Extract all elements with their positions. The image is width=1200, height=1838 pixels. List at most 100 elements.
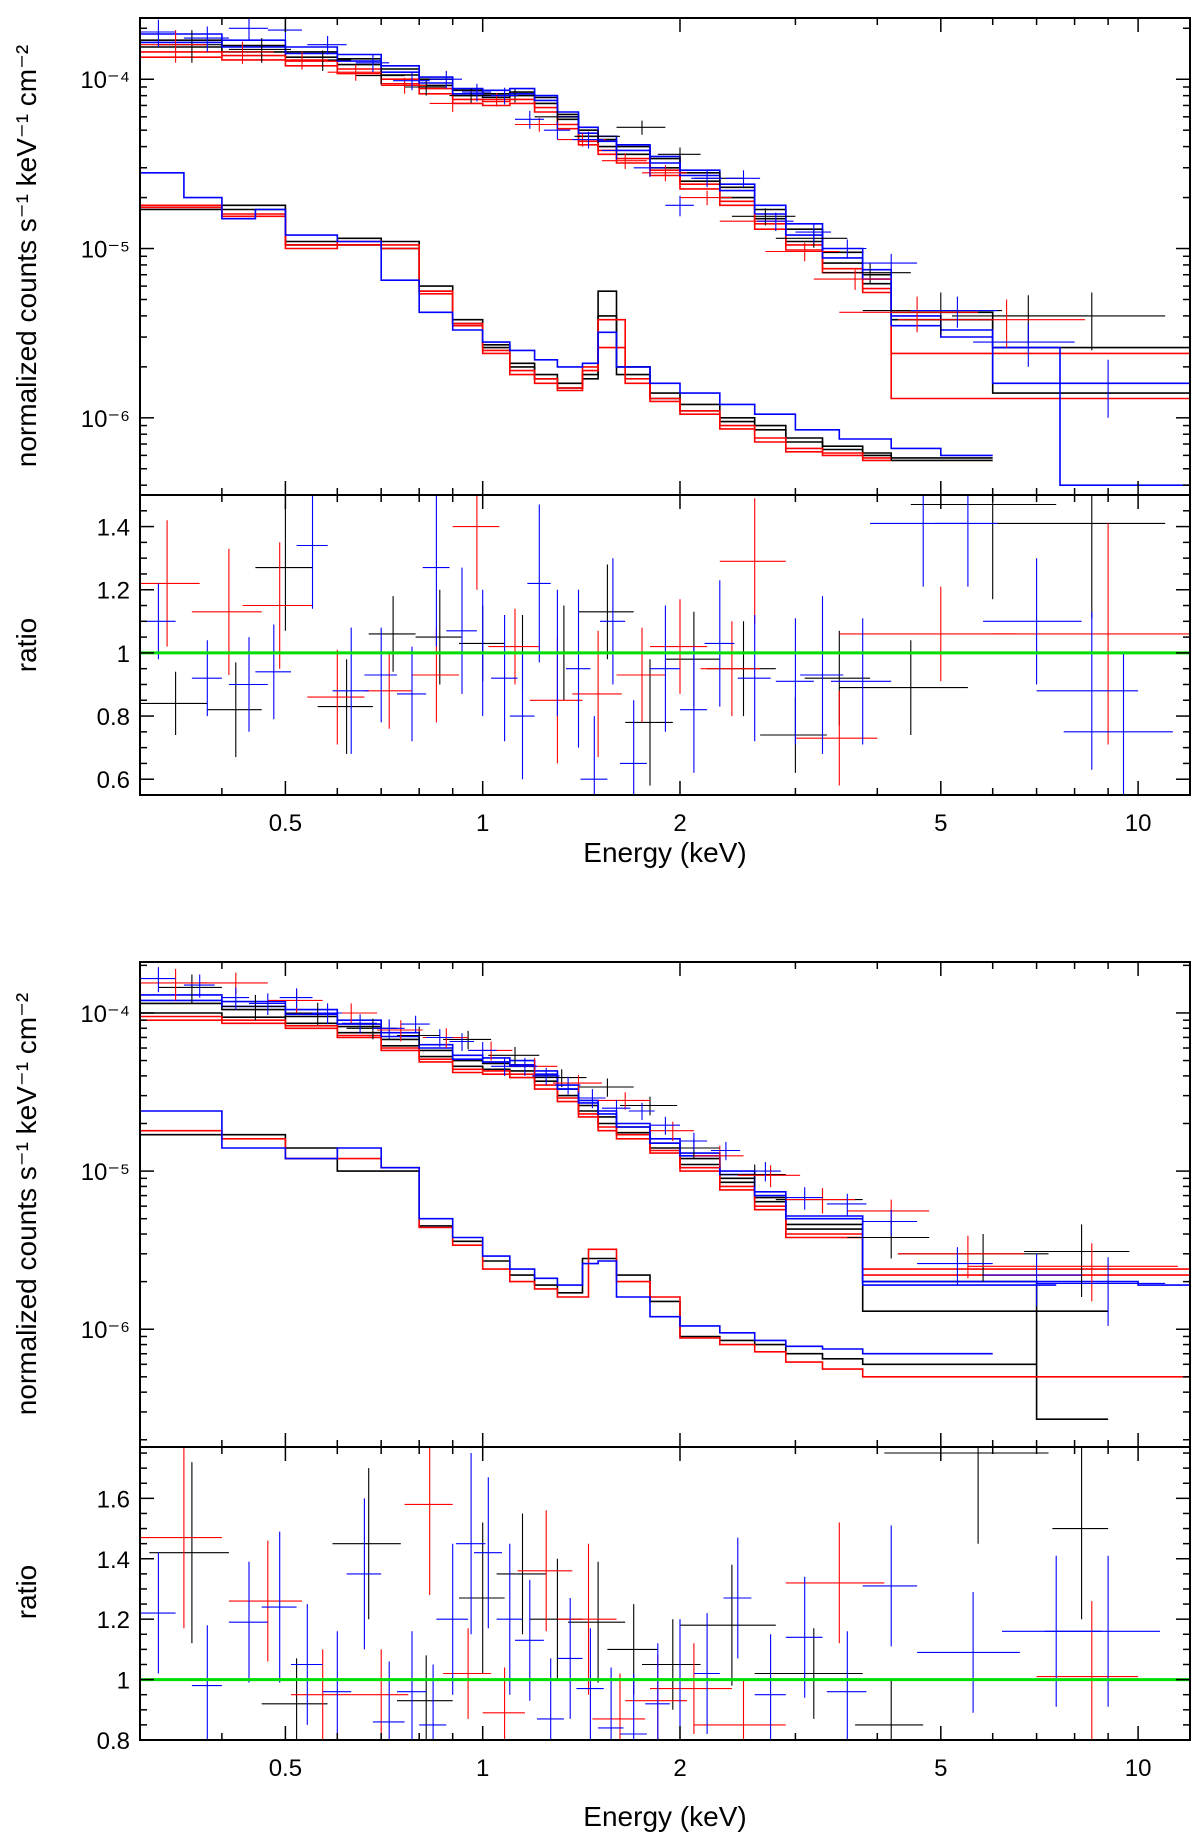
spectrum-y-tick-label: 10⁻⁶ bbox=[81, 1317, 130, 1344]
data-point bbox=[1036, 1257, 1166, 1326]
data-point bbox=[429, 70, 462, 89]
ratio-point bbox=[607, 1604, 658, 1695]
background-model-black-7 bbox=[140, 208, 993, 462]
top-panel: 0.5 1 2 5 10 Energy (keV) 10⁻⁶ 10⁻⁵ 10⁻⁴ normaliz… bbox=[11, 17, 1191, 868]
data-point bbox=[578, 1089, 606, 1109]
ratio-point bbox=[191, 548, 262, 675]
data-point bbox=[628, 1102, 655, 1121]
data-point bbox=[731, 208, 796, 226]
data-point bbox=[534, 1069, 587, 1087]
ratio-point bbox=[459, 1522, 505, 1674]
x-axis-ticks bbox=[139, 962, 1139, 1740]
ratio-point bbox=[517, 1510, 573, 1632]
data-point bbox=[665, 195, 694, 217]
ratio-point bbox=[255, 624, 291, 720]
ratio-point bbox=[455, 1453, 486, 1635]
spectrum-frame bbox=[139, 961, 1191, 1448]
spectrum-y-tick-label: 10⁻⁵ bbox=[81, 237, 130, 264]
data-point bbox=[785, 1187, 823, 1210]
data-points-blue bbox=[140, 18, 1166, 418]
x-tick-label: 1 bbox=[476, 810, 489, 837]
data-point bbox=[749, 1162, 781, 1182]
ratio-point bbox=[242, 542, 313, 669]
data-point bbox=[221, 994, 286, 1021]
ratio-point bbox=[620, 700, 647, 795]
ratio-point bbox=[693, 1613, 720, 1734]
bottom-panel: 0.5 1 2 5 10 Energy (keV) 10⁻⁶ 10⁻⁵ 10⁻⁴ normaliz… bbox=[11, 961, 1191, 1832]
data-point bbox=[691, 170, 723, 188]
ratio-point bbox=[459, 605, 505, 682]
ratio-point bbox=[754, 1634, 786, 1740]
data-point bbox=[468, 1042, 497, 1060]
x-tick-label: 5 bbox=[934, 1755, 947, 1782]
data-point bbox=[601, 1099, 631, 1118]
ratio-plot-area bbox=[140, 1447, 1190, 1740]
source-model-black-0 bbox=[140, 1002, 1109, 1420]
data-point bbox=[393, 72, 430, 91]
ratio-point bbox=[140, 671, 208, 735]
ratio-y-tick-label: 1.4 bbox=[97, 1547, 130, 1574]
source-model-black-1 bbox=[140, 46, 1190, 349]
data-point bbox=[680, 1132, 708, 1151]
ratio-frame bbox=[139, 494, 1191, 796]
ratio-y-tick-label: 1.2 bbox=[97, 1607, 130, 1634]
data-point bbox=[601, 142, 631, 160]
data-points-blue bbox=[140, 967, 1166, 1326]
data-point bbox=[601, 153, 647, 169]
ratio-point bbox=[592, 1673, 646, 1740]
data-point bbox=[555, 1076, 581, 1095]
data-point bbox=[515, 110, 544, 129]
data-point bbox=[765, 242, 840, 262]
ratio-point bbox=[515, 1579, 544, 1701]
spectrum-frame bbox=[139, 17, 1191, 496]
ratio-point bbox=[404, 1447, 453, 1595]
data-point bbox=[862, 253, 918, 274]
ratio-point bbox=[804, 630, 871, 726]
ratio-point bbox=[826, 1631, 867, 1740]
ratio-point bbox=[693, 1679, 786, 1740]
data-point bbox=[650, 1116, 680, 1135]
data-point bbox=[992, 292, 1166, 351]
source-model-red-2 bbox=[140, 51, 1190, 355]
ratio-point bbox=[855, 1679, 924, 1740]
ratio-point bbox=[140, 520, 200, 647]
data-point bbox=[578, 1078, 634, 1097]
ratio-point bbox=[917, 1592, 1020, 1713]
source-model-red-3 bbox=[140, 1019, 1190, 1276]
ratio-point bbox=[415, 589, 462, 685]
source-model-blue-5 bbox=[140, 41, 1190, 385]
ratio-point bbox=[1063, 652, 1173, 795]
ratio-point bbox=[576, 1628, 604, 1740]
ratio-point bbox=[566, 589, 591, 748]
ratio-point bbox=[578, 564, 634, 660]
background-model-blue-8 bbox=[140, 1110, 993, 1355]
x-tick-label: 10 bbox=[1125, 1755, 1152, 1782]
data-point bbox=[512, 1057, 537, 1076]
spectrum-y-ticks bbox=[140, 964, 1190, 1441]
ratio-y-tick-label: 1 bbox=[117, 1668, 130, 1695]
ratio-point bbox=[650, 599, 708, 694]
spectrum-y-axis-label: normalized counts s⁻¹ keV⁻¹ cm⁻² bbox=[11, 993, 42, 1415]
ratio-point bbox=[207, 662, 262, 758]
ratio-point bbox=[412, 627, 459, 723]
ratio-plot-area bbox=[140, 495, 1190, 795]
data-point bbox=[1036, 359, 1166, 418]
data-point bbox=[680, 190, 732, 206]
spectrum-y-tick-label: 10⁻⁶ bbox=[81, 406, 130, 433]
data-point bbox=[813, 269, 892, 290]
ratio-point bbox=[572, 630, 622, 758]
data-point bbox=[534, 110, 579, 124]
ratio-points-red bbox=[140, 1447, 1139, 1740]
data-point bbox=[756, 212, 794, 231]
ratio-point bbox=[351, 1649, 409, 1740]
ratio-point bbox=[255, 504, 313, 631]
background-model-black-6 bbox=[140, 1133, 1037, 1366]
data-point bbox=[910, 296, 998, 328]
ratio-point bbox=[568, 1561, 626, 1683]
data-point bbox=[967, 1243, 1178, 1302]
ratio-point bbox=[509, 652, 535, 780]
ratio-y-tick-label: 0.8 bbox=[97, 704, 130, 731]
x-tick-label: 10 bbox=[1125, 810, 1152, 837]
background-model-red-8 bbox=[140, 204, 892, 459]
ratio-point bbox=[839, 586, 1016, 682]
